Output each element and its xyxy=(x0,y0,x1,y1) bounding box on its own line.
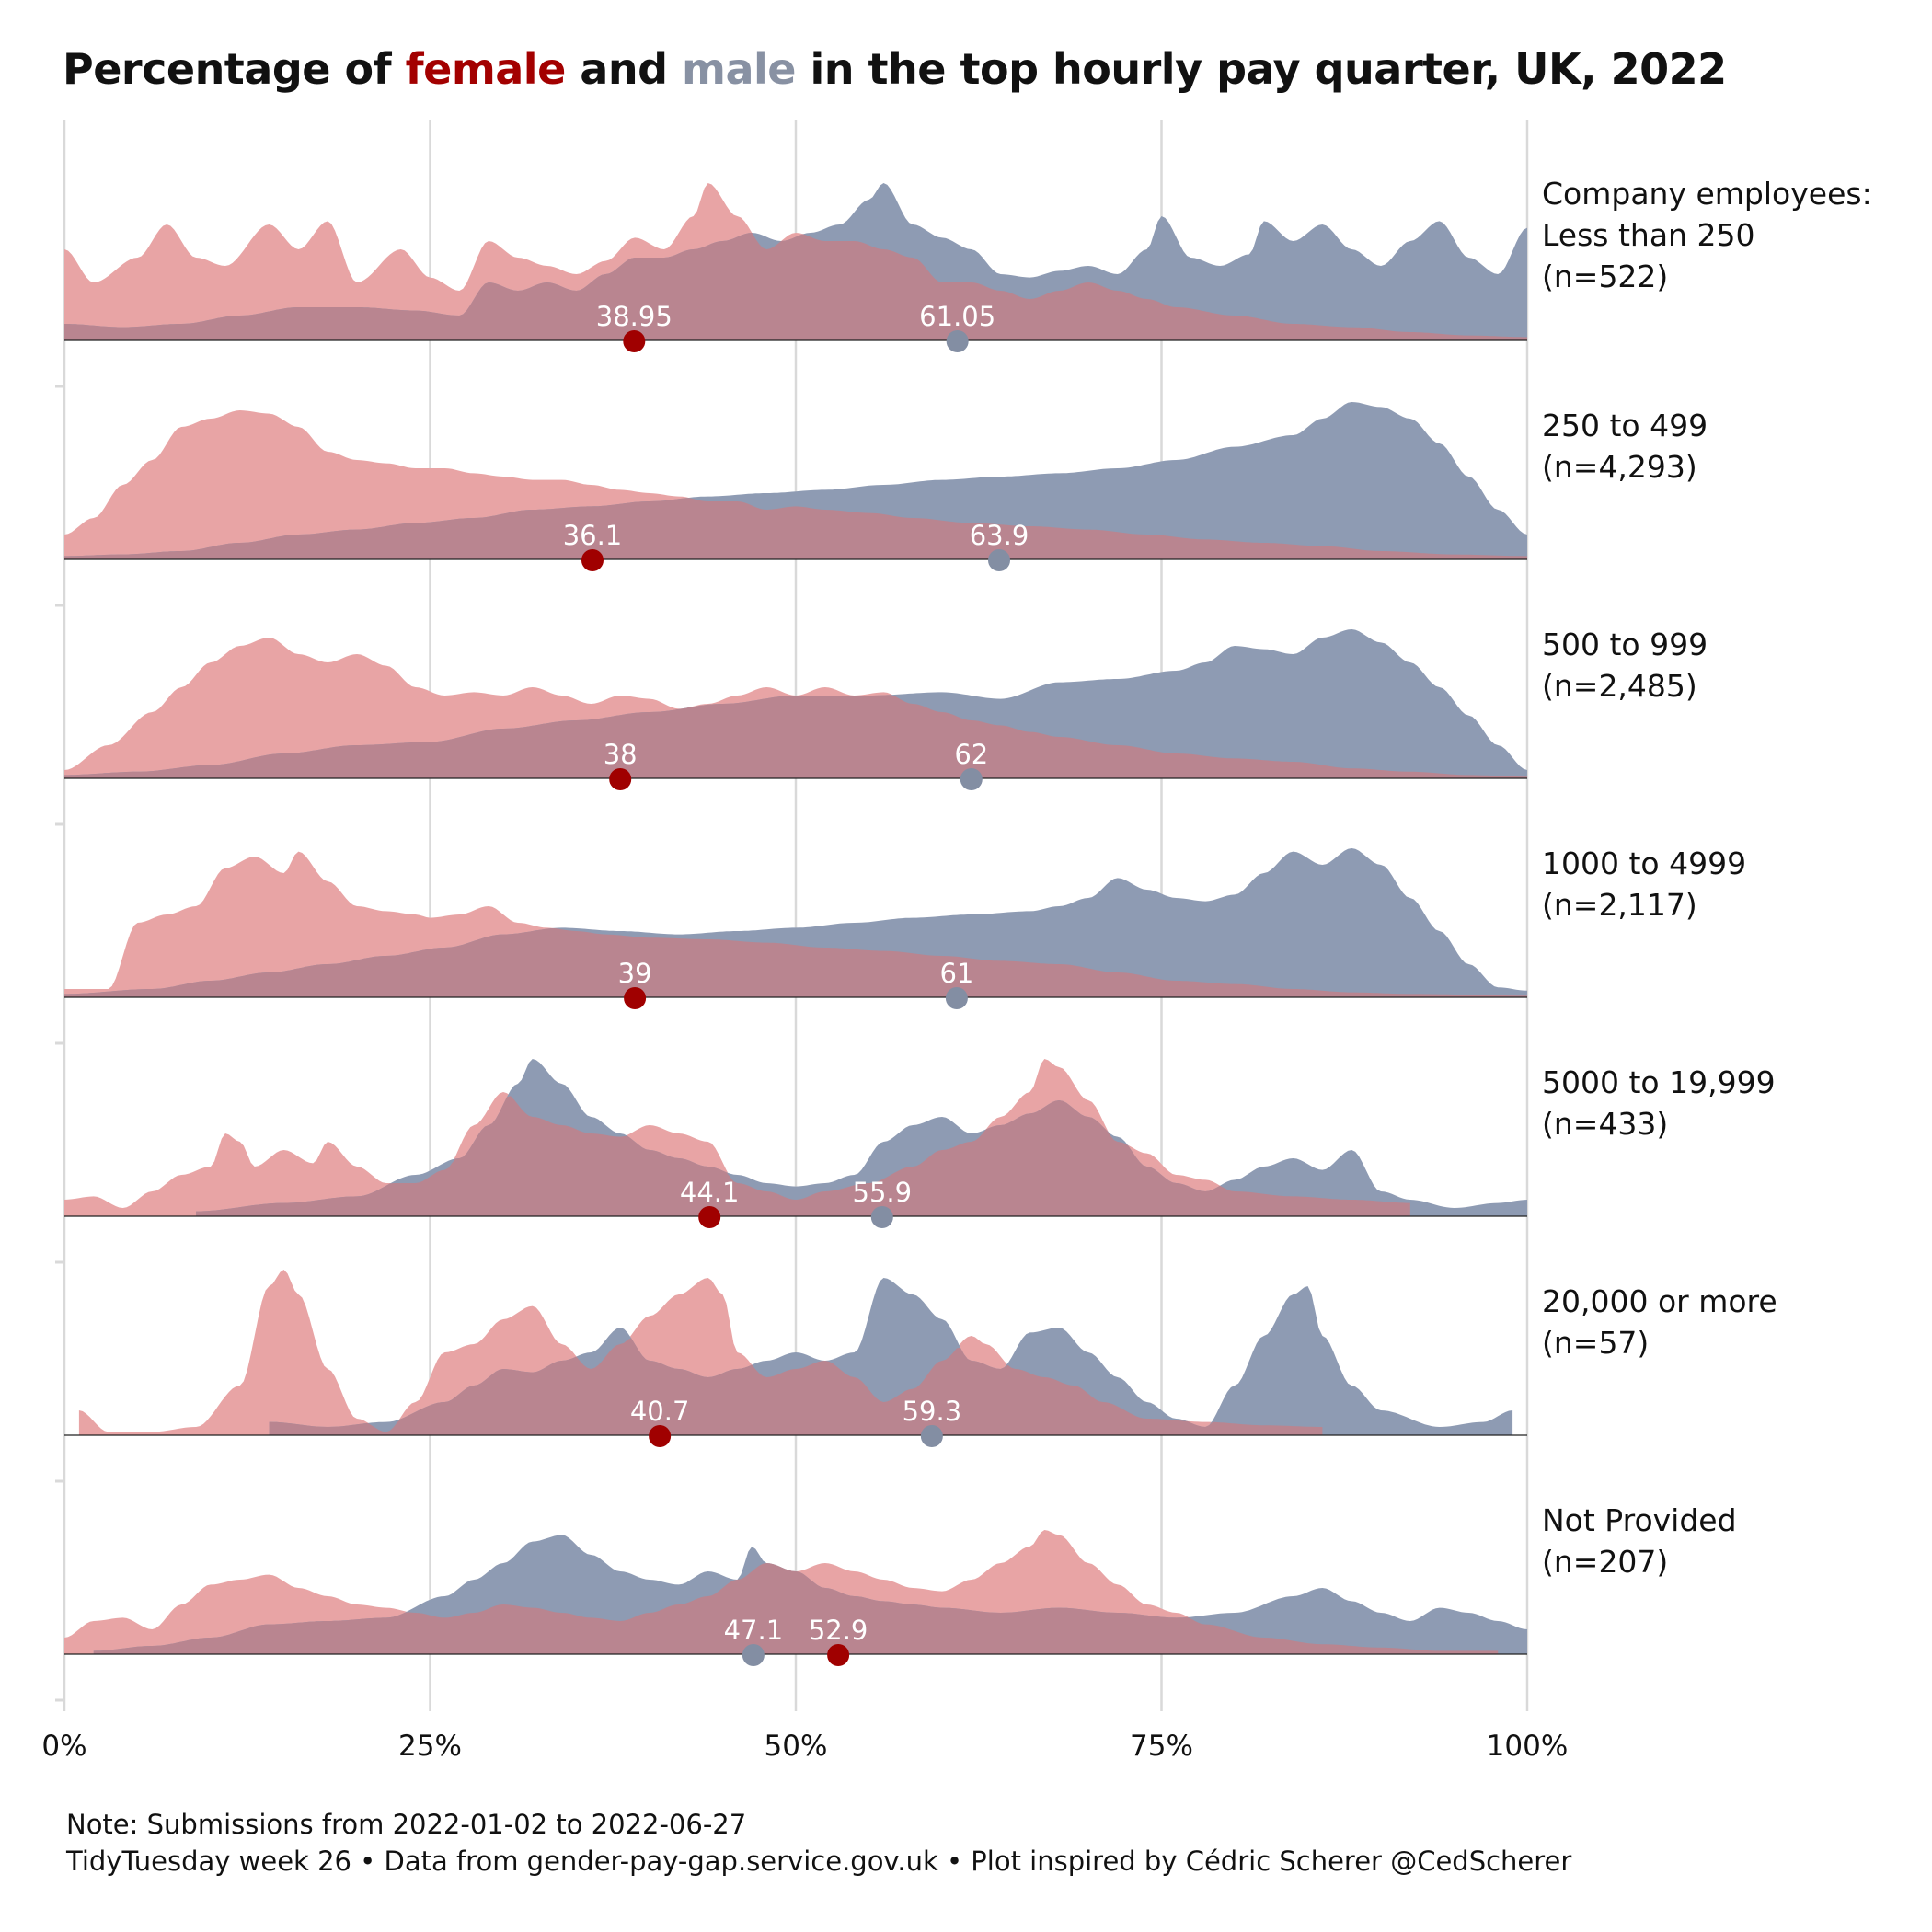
x-tick-label: 25% xyxy=(398,1730,462,1763)
male-mean-label: 62 xyxy=(954,739,988,770)
female-mean-point xyxy=(581,549,604,571)
male-mean-label: 61.05 xyxy=(919,301,995,332)
title-suffix: in the top hourly pay quarter, UK, 2022 xyxy=(795,44,1727,94)
x-tick-label: 75% xyxy=(1130,1730,1193,1763)
male-mean-point xyxy=(960,768,983,790)
male-mean-point xyxy=(988,549,1011,571)
female-mean-point xyxy=(609,768,632,790)
group-label-line: (n=522) xyxy=(1542,259,1668,294)
title-prefix: Percentage of xyxy=(63,44,406,94)
group-label-line: (n=2,485) xyxy=(1542,668,1697,704)
female-mean-point xyxy=(624,987,647,1009)
group-label-line: 5000 to 19,999 xyxy=(1542,1064,1776,1100)
group-label-line: Not Provided xyxy=(1542,1502,1737,1538)
group-label-line: 250 to 499 xyxy=(1542,408,1708,443)
male-mean-label: 61 xyxy=(939,958,973,989)
group-label-line: (n=207) xyxy=(1542,1544,1668,1580)
x-tick-label: 100% xyxy=(1487,1730,1569,1763)
overlap-density-area xyxy=(64,498,1527,559)
female-mean-point xyxy=(649,1425,672,1447)
female-mean-label: 44.1 xyxy=(680,1177,740,1208)
male-mean-label: 47.1 xyxy=(724,1615,784,1646)
group-label-line: 500 to 999 xyxy=(1542,627,1708,662)
group-label-line: (n=4,293) xyxy=(1542,449,1697,485)
male-mean-label: 55.9 xyxy=(853,1177,913,1208)
group-label-line: (n=433) xyxy=(1542,1106,1668,1142)
group-label-line: 20,000 or more xyxy=(1542,1283,1777,1319)
caption-credits: TidyTuesday week 26 • Data from gender-p… xyxy=(66,1846,1572,1877)
ridge-group: 61.05 38.95 Company employees: Less than 25… xyxy=(64,176,1872,352)
ridge-group: 59.3 40.7 20,000 or more (n=57) xyxy=(64,1270,1777,1447)
male-mean-label: 59.3 xyxy=(903,1396,962,1427)
male-mean-point xyxy=(945,987,968,1009)
group-label-line: (n=57) xyxy=(1542,1325,1649,1361)
x-tick-label: 0% xyxy=(41,1730,86,1763)
male-mean-point xyxy=(870,1206,893,1228)
group-label-line: Company employees: xyxy=(1542,176,1872,212)
group-label-line: (n=2,117) xyxy=(1542,887,1697,923)
female-mean-label: 36.1 xyxy=(563,520,623,551)
ridge-group: 62 38 500 to 999 (n=2,485) xyxy=(64,627,1708,790)
male-mean-point xyxy=(920,1425,943,1447)
ridge-group: 61 39 1000 to 4999 (n=2,117) xyxy=(64,845,1746,1009)
title-middle: and xyxy=(565,44,683,94)
ridge-group: 63.9 36.1 250 to 499 (n=4,293) xyxy=(64,402,1708,571)
overlap-density-area xyxy=(93,1563,1499,1654)
title-male-word: male xyxy=(682,44,796,94)
female-mean-point xyxy=(827,1644,850,1666)
male-mean-label: 63.9 xyxy=(970,520,1029,551)
female-mean-label: 52.9 xyxy=(809,1615,868,1646)
male-density-area xyxy=(64,402,1527,559)
male-mean-point xyxy=(946,330,969,352)
caption-note: Note: Submissions from 2022-01-02 to 202… xyxy=(66,1809,747,1840)
overlap-density-area xyxy=(269,1338,1323,1435)
female-mean-point xyxy=(698,1206,721,1228)
overlap-density-area xyxy=(196,1096,1410,1216)
ridge-group: 47.1 52.9 Not Provided (n=207) xyxy=(64,1502,1737,1666)
title-female-word: female xyxy=(405,44,567,94)
group-label-line: Less than 250 xyxy=(1542,217,1754,253)
group-label-line: 1000 to 4999 xyxy=(1542,845,1746,881)
chart-title: Percentage of female and male in the top… xyxy=(63,44,1727,94)
ridge-group: 55.9 44.1 5000 to 19,999 (n=433) xyxy=(64,1059,1776,1228)
x-tick-label: 50% xyxy=(765,1730,828,1763)
female-mean-point xyxy=(623,330,646,352)
overlap-density-area xyxy=(64,233,1527,340)
male-mean-point xyxy=(742,1644,765,1666)
overlap-density-area xyxy=(64,928,1527,997)
female-mean-label: 38.95 xyxy=(596,301,673,332)
female-mean-label: 39 xyxy=(618,958,652,989)
female-mean-label: 38 xyxy=(604,739,638,770)
overlap-density-area xyxy=(64,695,1527,778)
female-density-area xyxy=(64,410,1527,559)
female-mean-label: 40.7 xyxy=(630,1396,690,1427)
